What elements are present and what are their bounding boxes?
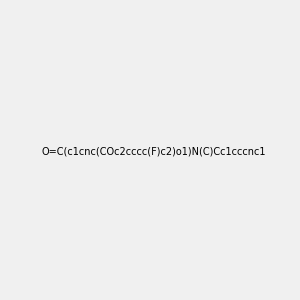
Text: O=C(c1cnc(COc2cccc(F)c2)o1)N(C)Cc1cccnc1: O=C(c1cnc(COc2cccc(F)c2)o1)N(C)Cc1cccnc1 (41, 146, 266, 157)
